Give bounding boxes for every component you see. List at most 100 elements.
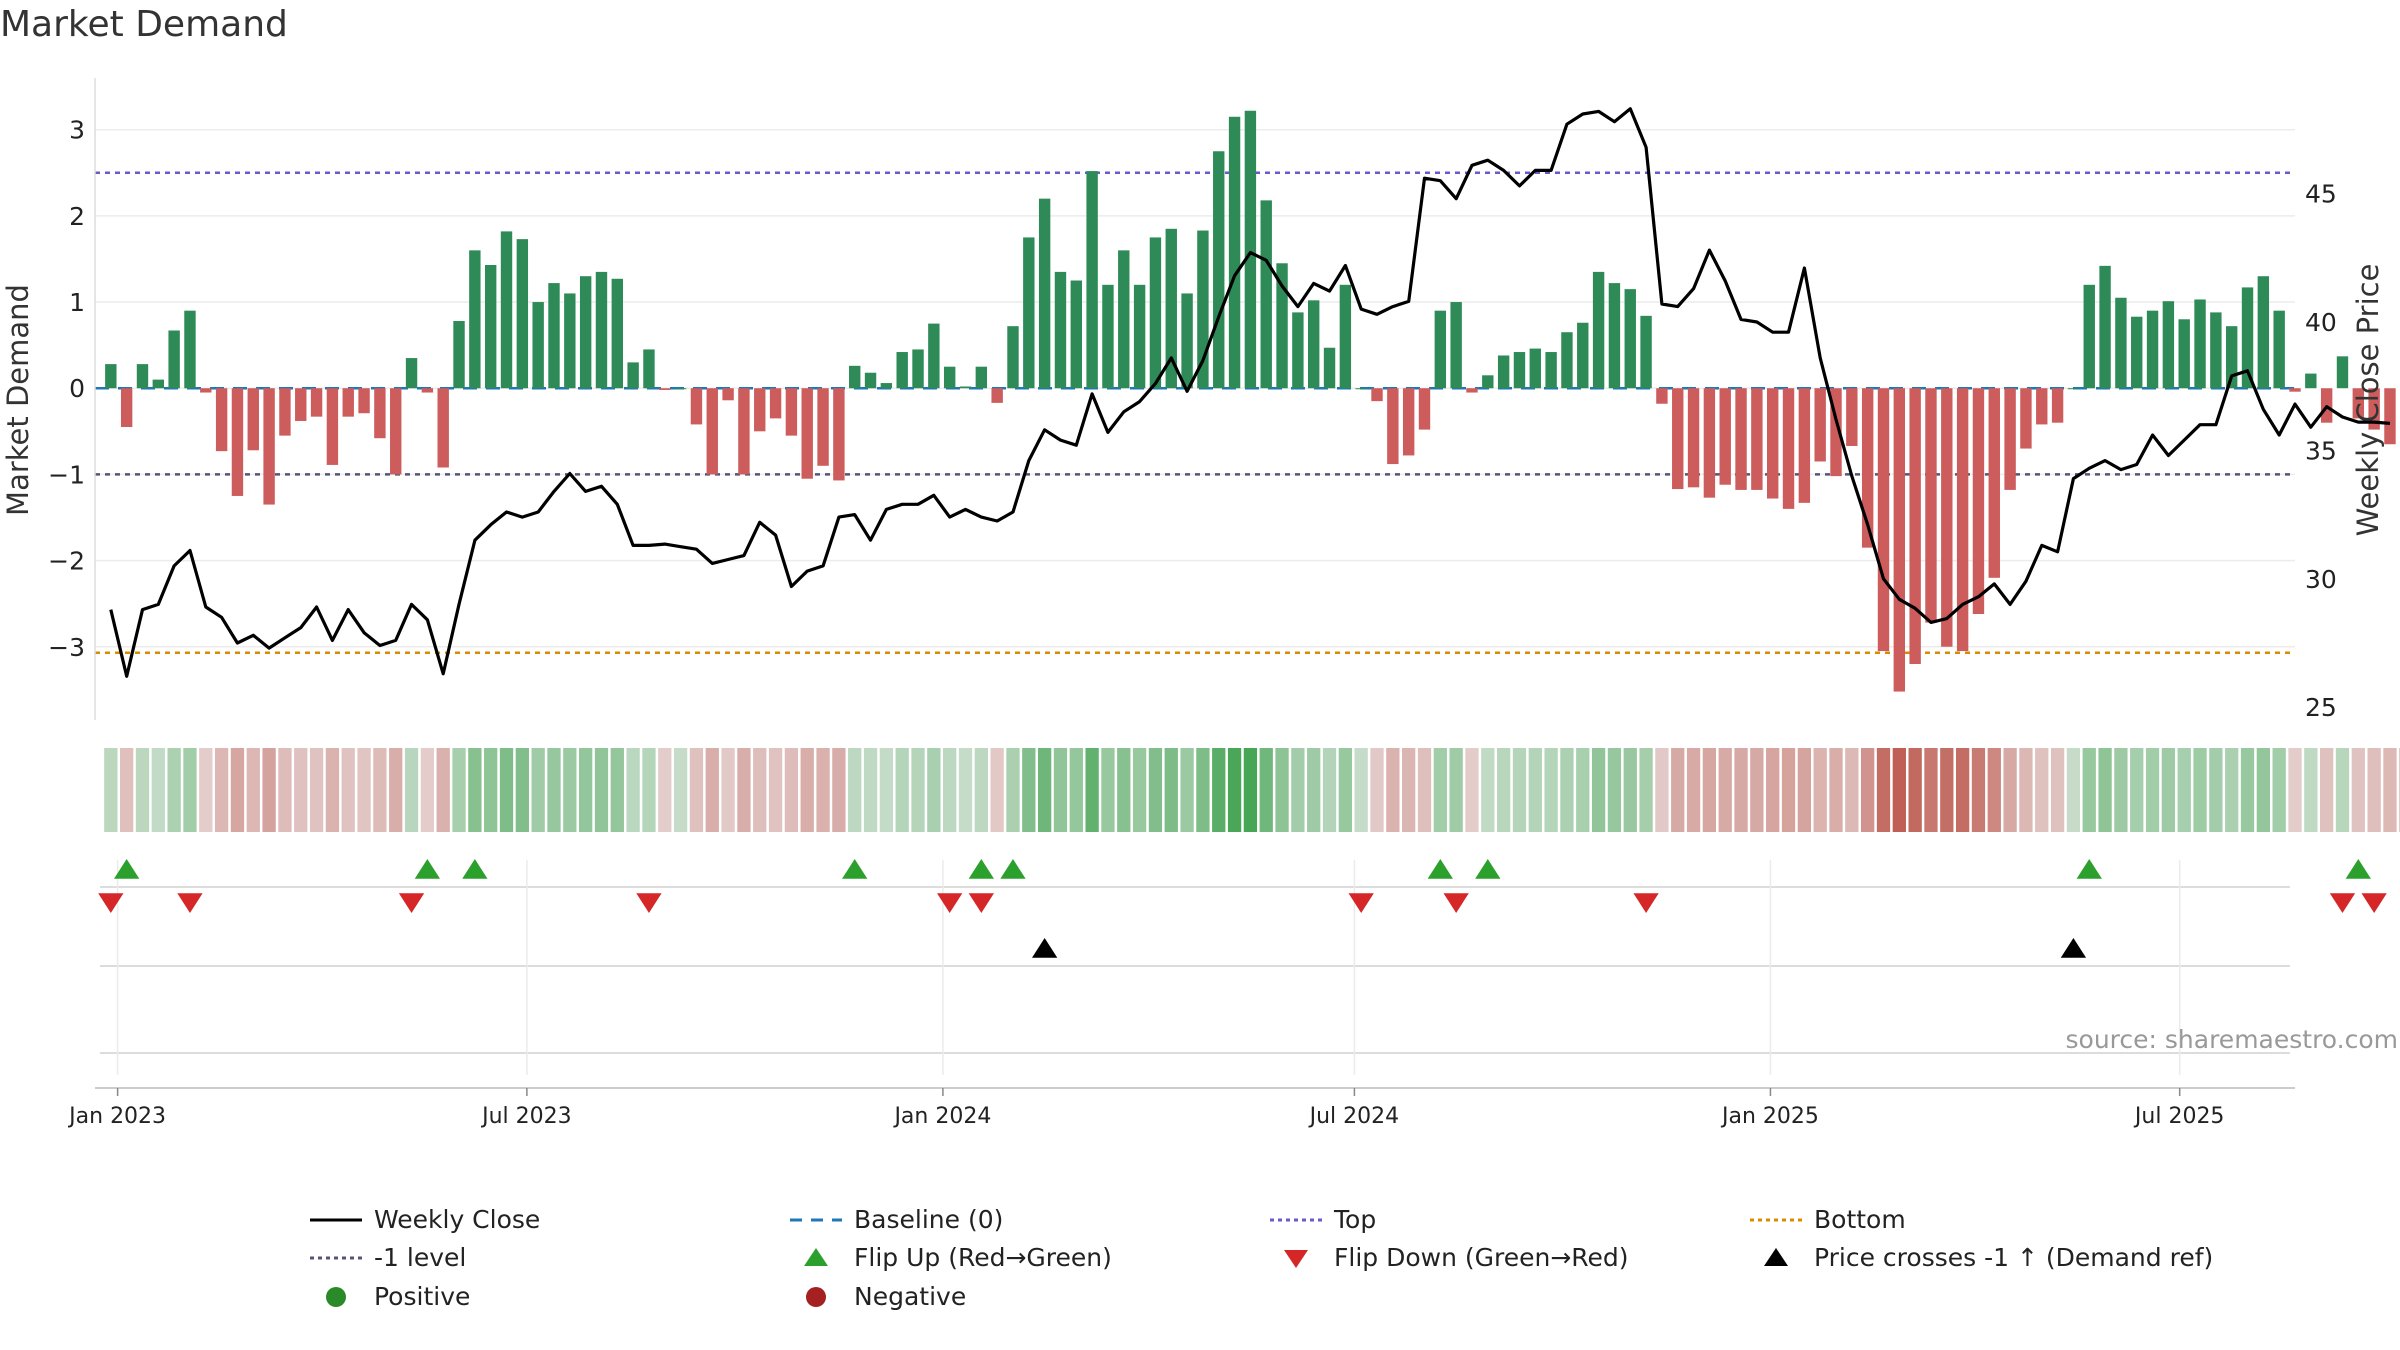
strip-cell xyxy=(879,748,894,832)
demand-bar xyxy=(1719,388,1731,485)
strip-cell xyxy=(1544,748,1558,832)
demand-bar xyxy=(1577,322,1589,389)
demand-bar xyxy=(1640,315,1652,389)
y-tick-left: 1 xyxy=(69,288,85,317)
strip-cell xyxy=(1402,748,1416,832)
strip-cell xyxy=(120,748,134,832)
demand-bar xyxy=(643,349,655,389)
strip-cell xyxy=(373,748,387,832)
demand-bar xyxy=(2336,356,2349,389)
demand-bar xyxy=(1561,332,1573,389)
demand-bar xyxy=(1007,326,1019,389)
demand-bar xyxy=(1956,388,1969,652)
demand-bar xyxy=(390,388,402,475)
demand-bar xyxy=(2194,299,2206,389)
demand-bar xyxy=(1846,388,1858,446)
demand-bar xyxy=(1972,388,1985,615)
legend-item: -1 level xyxy=(300,1243,466,1272)
strip-cell xyxy=(1196,748,1210,832)
legend-item: Flip Down (Green→Red) xyxy=(1260,1243,1629,1272)
strip-cell xyxy=(468,748,482,832)
strip-cell xyxy=(1876,748,1891,832)
demand-bar xyxy=(2051,388,2064,423)
demand-bar xyxy=(2225,326,2238,389)
demand-bar xyxy=(1497,355,1510,389)
strip-cell xyxy=(1718,748,1732,832)
demand-bar xyxy=(1181,293,1193,389)
demand-bar xyxy=(2020,388,2032,449)
demand-bar xyxy=(326,388,339,465)
strip-cell xyxy=(404,748,419,832)
demand-bar xyxy=(1941,388,1953,647)
strip-cell xyxy=(1971,748,1986,832)
demand-bar xyxy=(1276,263,1288,389)
demand-bar xyxy=(579,276,592,389)
demand-bar xyxy=(247,388,259,451)
legend-symbol-dot-green xyxy=(326,1286,346,1307)
flip-down-marker xyxy=(398,893,425,913)
demand-bar xyxy=(469,250,481,389)
strip-cell xyxy=(1655,748,1669,832)
strip-cell xyxy=(1069,748,1083,832)
demand-bar xyxy=(2210,312,2222,389)
flip-up-marker xyxy=(414,859,441,879)
strip-cell xyxy=(563,748,577,832)
strip-cell xyxy=(2003,748,2017,832)
demand-bar xyxy=(342,388,354,417)
demand-bar xyxy=(849,365,861,389)
strip-cell xyxy=(1307,748,1321,832)
demand-bar xyxy=(1070,280,1082,389)
strip-cell xyxy=(1022,748,1036,832)
demand-bar xyxy=(1909,388,1921,664)
strip-cell xyxy=(1987,748,2001,832)
flip-markers xyxy=(98,859,2387,1075)
demand-bar xyxy=(1592,271,1605,389)
strip-cell xyxy=(2161,748,2176,832)
strip-cell xyxy=(1370,748,1384,832)
price-line-layer xyxy=(109,107,2391,678)
strip-cell xyxy=(1006,748,1020,832)
strip-cell xyxy=(1607,748,1622,832)
demand-bar xyxy=(1751,388,1763,490)
y-tick-right: 45 xyxy=(2305,180,2337,209)
demand-bar xyxy=(152,379,165,389)
demand-bar xyxy=(659,388,671,390)
demand-bar xyxy=(912,349,924,389)
demand-bar xyxy=(405,358,418,389)
demand-bar xyxy=(484,264,497,389)
demand-bar xyxy=(2099,265,2111,389)
legend-label: Price crosses -1 ↑ (Demand ref) xyxy=(1814,1243,2214,1272)
flip-up-marker xyxy=(2345,859,2371,879)
demand-bar xyxy=(516,239,529,389)
strip-cell xyxy=(262,748,276,832)
strip-cell xyxy=(1892,748,1906,832)
strip-cell xyxy=(1702,748,1717,832)
strip-cell xyxy=(1386,748,1400,832)
strip-cell xyxy=(1322,748,1337,832)
legend-symbol-tri-black xyxy=(1764,1247,1788,1266)
strip-cell xyxy=(816,748,830,832)
strip-cell xyxy=(689,748,704,832)
demand-bar xyxy=(690,388,703,425)
y-axis-label-right: Weekly Close Price xyxy=(2351,264,2385,537)
demand-bar xyxy=(2036,388,2048,425)
x-axis: Jan 2023 Jul 2023 Jan 2024 Jul 2024 Jan 2025… xyxy=(67,1087,2295,1129)
demand-bar xyxy=(1339,284,1352,389)
strip-cell xyxy=(1940,748,1954,832)
strip-cell xyxy=(1053,748,1068,832)
demand-bar xyxy=(437,388,449,468)
strip-cell xyxy=(2225,748,2239,832)
demand-bar xyxy=(2083,284,2095,389)
strip-cell xyxy=(958,748,973,832)
x-tick-label: Jul 2023 xyxy=(480,1104,572,1129)
demand-bar xyxy=(310,388,323,417)
strip-cell xyxy=(389,748,403,832)
demand-bar xyxy=(279,388,291,436)
strip-cell xyxy=(1101,748,1115,832)
y-tick-left: −1 xyxy=(48,460,85,489)
strip-cell xyxy=(246,748,260,832)
demand-bar xyxy=(1624,289,1636,389)
legend-item: Positive xyxy=(300,1282,470,1311)
strip-cell xyxy=(1212,748,1226,832)
